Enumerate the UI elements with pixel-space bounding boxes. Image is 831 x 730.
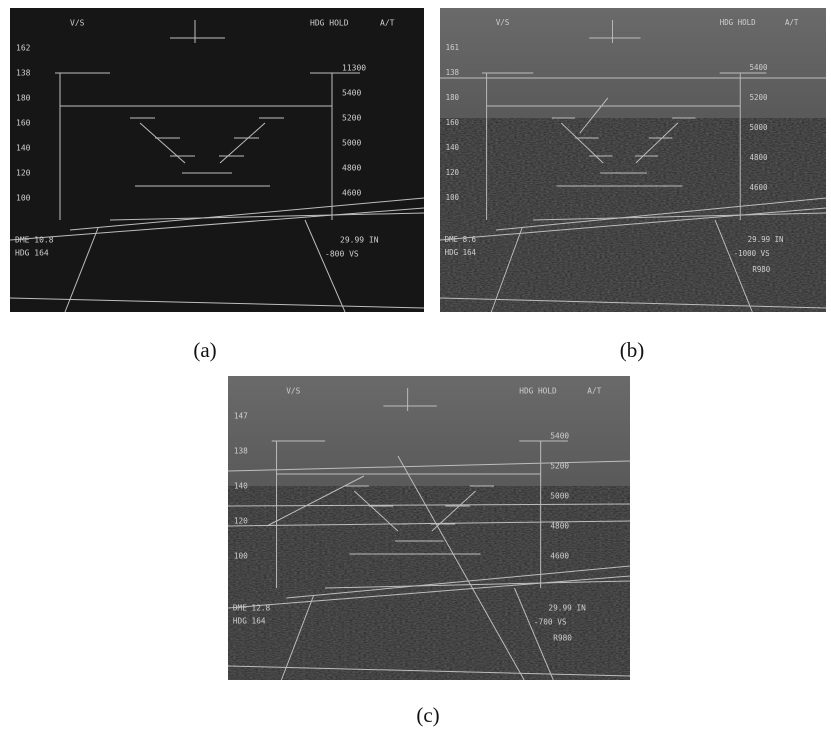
heading: HDG 164 bbox=[233, 616, 266, 625]
altitude-label: 4800 bbox=[550, 521, 569, 530]
altitude-label: 4600 bbox=[750, 183, 768, 192]
speed-label: 120 bbox=[446, 168, 460, 177]
speed-label: 120 bbox=[16, 169, 31, 178]
dme: DME 8.6 bbox=[445, 235, 477, 244]
altitude-label: 5400 bbox=[342, 89, 361, 98]
speed-label: 180 bbox=[446, 93, 460, 102]
speed-label: 138 bbox=[446, 68, 460, 77]
speed-label: 100 bbox=[16, 194, 31, 203]
vertical-speed: -800 VS bbox=[325, 250, 359, 259]
altitude-label: 4600 bbox=[550, 551, 569, 560]
speed-label: 162 bbox=[16, 44, 31, 53]
autothrottle: A/T bbox=[785, 18, 799, 27]
baro: 29.99 IN bbox=[548, 603, 586, 612]
altitude-label: 4800 bbox=[750, 153, 768, 162]
radio-altitude: R980 bbox=[553, 633, 572, 642]
hold: HDG HOLD bbox=[720, 18, 756, 27]
hold: HDG HOLD bbox=[519, 386, 557, 395]
dme: DME 12.8 bbox=[233, 603, 271, 612]
speed-label: 140 bbox=[446, 143, 460, 152]
vertical-speed: -1000 VS bbox=[734, 249, 770, 258]
mode: V/S bbox=[70, 19, 85, 28]
altitude-label: 5000 bbox=[550, 491, 569, 500]
speed-label: 140 bbox=[234, 481, 248, 490]
speed-label: 100 bbox=[234, 551, 248, 560]
altitude-label: 5200 bbox=[550, 461, 569, 470]
speed-label: 147 bbox=[234, 411, 248, 420]
speed-label: 138 bbox=[16, 69, 31, 78]
baro: 29.99 IN bbox=[748, 235, 784, 244]
radio-altitude: R980 bbox=[752, 265, 770, 274]
speed-label: 138 bbox=[234, 446, 248, 455]
heading: HDG 164 bbox=[445, 248, 477, 257]
speed-label: 180 bbox=[16, 94, 31, 103]
speed-label: 160 bbox=[446, 118, 460, 127]
speed-label: 140 bbox=[16, 144, 31, 153]
altitude-label: 5000 bbox=[342, 139, 361, 148]
speed-label: 100 bbox=[446, 193, 460, 202]
ground-texture bbox=[440, 118, 826, 312]
baro: 29.99 IN bbox=[340, 236, 379, 245]
mode: V/S bbox=[286, 386, 300, 395]
dme: DME 10.8 bbox=[15, 236, 54, 245]
autothrottle: A/T bbox=[587, 386, 601, 395]
caption: (a) bbox=[175, 338, 235, 363]
figure: V/S HDG HOLD A/T 162 138 180 160 140 120 100 11300… bbox=[0, 0, 831, 730]
mode: V/S bbox=[496, 18, 510, 27]
altitude-label: 4600 bbox=[342, 189, 361, 198]
altitude-label: 5000 bbox=[750, 123, 768, 132]
speed-label: 160 bbox=[16, 119, 31, 128]
altitude-label: 5400 bbox=[550, 431, 569, 440]
hud-image: V/S HDG HOLD A/T 147 138 140 120 100 5400 5200 500… bbox=[228, 376, 630, 680]
hud-image: V/S HDG HOLD A/T 162 138 180 160 140 120 100 11300… bbox=[10, 8, 424, 312]
heading: HDG 164 bbox=[15, 249, 49, 258]
caption: (b) bbox=[602, 338, 662, 363]
speed-label: 120 bbox=[234, 516, 248, 525]
altitude-label: 5400 bbox=[750, 63, 768, 72]
altitude-label: 5200 bbox=[750, 93, 768, 102]
altitude-label: 5200 bbox=[342, 114, 361, 123]
background bbox=[10, 8, 424, 312]
vertical-speed: -700 VS bbox=[534, 617, 567, 626]
caption: (c) bbox=[398, 703, 458, 728]
hud-image: V/S HDG HOLD A/T 161 138 180 160 140 120 100 5400 5… bbox=[440, 8, 826, 312]
altitude-label: 11300 bbox=[342, 64, 366, 73]
altitude-label: 4800 bbox=[342, 164, 361, 173]
speed-label: 161 bbox=[446, 43, 460, 52]
hold: HDG HOLD bbox=[310, 19, 349, 28]
autothrottle: A/T bbox=[380, 19, 395, 28]
